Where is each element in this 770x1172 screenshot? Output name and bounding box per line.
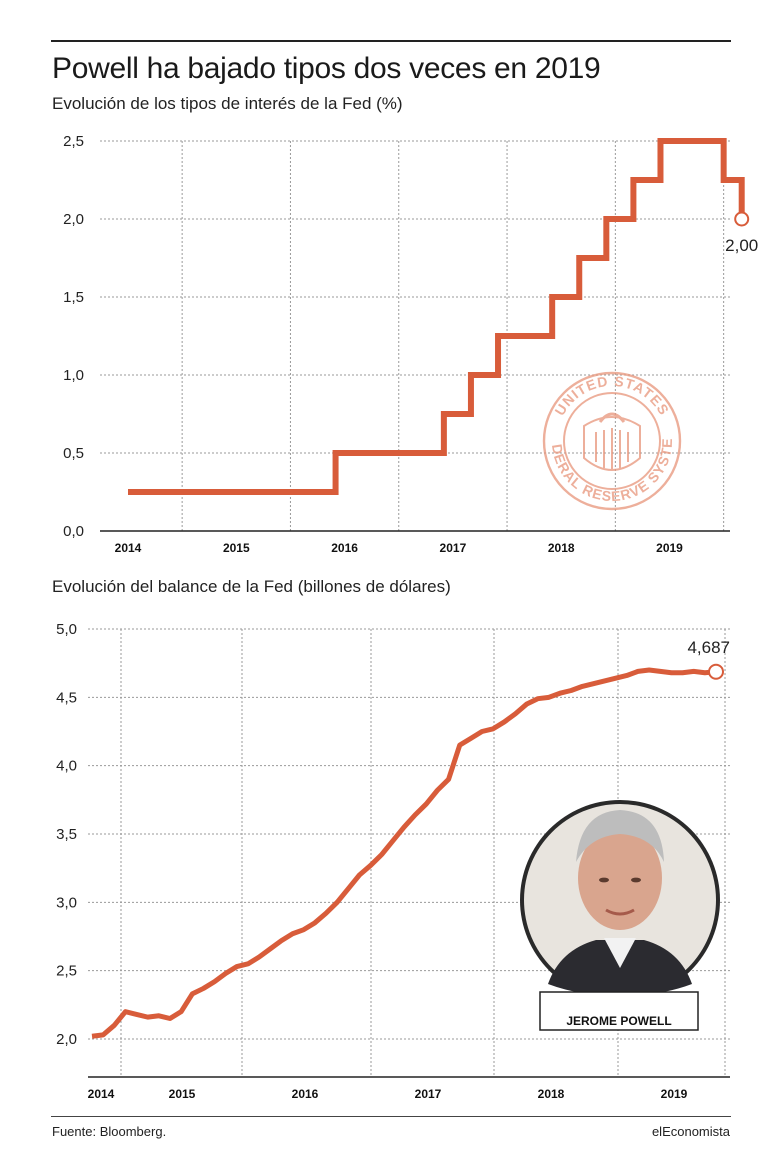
chart2-subtitle: Evolución del balance de la Fed (billone… — [52, 577, 451, 596]
chart2-x-tick-label: 2018 — [538, 1087, 565, 1101]
svg-text:FEDERAL RESERVE SYSTEM: FEDERAL RESERVE SYSTEM — [0, 107, 675, 504]
chart2-y-tick-label: 2,5 — [56, 963, 77, 980]
chart2-y-tick-label: 3,0 — [56, 894, 77, 911]
chart1-x-tick-label: 2017 — [440, 541, 467, 555]
chart1-x-tick-label: 2016 — [331, 541, 358, 555]
top-rule — [51, 40, 731, 42]
chart2-x-ticks: 2014 2015 2016 2017 2018 2019 — [88, 1087, 688, 1101]
chart1-y-tick-label: 1,0 — [63, 367, 84, 384]
chart2-x-tick-label: 2014 — [88, 1087, 115, 1101]
chart1-x-tick-label: 2019 — [656, 541, 683, 555]
bottom-rule — [51, 1116, 731, 1117]
federal-reserve-seal: UNITED STATES FEDERAL RESERVE SYSTEM — [0, 107, 682, 511]
powell-photo — [520, 800, 720, 1000]
chart1-rate-line — [128, 138, 745, 495]
chart2-y-tick-label: 5,0 — [56, 621, 77, 638]
chart1-x-tick-label: 2018 — [548, 541, 575, 555]
chart1-y-tick-label: 0,0 — [63, 523, 84, 540]
chart1-y-tick-label: 2,0 — [63, 211, 84, 228]
chart2-y-ticks: 2,0 2,5 3,0 3,5 4,0 4,5 5,0 — [56, 621, 77, 1048]
photo-caption-box — [539, 991, 699, 1031]
chart2-y-tick-label: 3,5 — [56, 826, 77, 843]
source-note: Fuente: Bloomberg. — [52, 1124, 167, 1139]
chart2-y-tick-label: 2,0 — [56, 1031, 77, 1048]
chart2-x-tick-label: 2015 — [169, 1087, 196, 1101]
brand-logo-text: elEconomista — [651, 1124, 730, 1139]
balance-sheet-chart: 2,02,53,03,54,04,55,0 2014 2015 2016 2017 20… — [56, 621, 730, 1101]
chart2-end-marker — [708, 663, 724, 680]
chart2-balance-line — [91, 667, 717, 1039]
svg-text:UNITED STATES: UNITED STATES — [551, 373, 672, 418]
chart2-y-tick-label: 4,0 — [56, 758, 77, 775]
chart1-end-marker — [734, 211, 750, 227]
chart1-x-tick-label: 2014 — [115, 541, 142, 555]
chart1-y-tick-label: 0,5 — [63, 445, 84, 462]
chart2-x-tick-label: 2016 — [292, 1087, 319, 1101]
photo-caption: JEROME POWELL — [566, 1014, 671, 1028]
interest-rate-chart: 0,00,51,01,52,02,5 2014 2015 2016 2017 2018 2… — [0, 107, 758, 555]
page-title: Powell ha bajado tipos dos veces en 2019 — [52, 52, 601, 85]
chart2-y-tick-label: 4,5 — [56, 689, 77, 706]
chart1-subtitle: Evolución de los tipos de interés de la … — [52, 94, 403, 113]
chart2-x-tick-label: 2019 — [661, 1087, 688, 1101]
chart1-end-label: 2,00 — [725, 236, 758, 255]
chart1-y-ticks: 0,0 0,5 1,0 1,5 2,0 2,5 — [63, 133, 84, 540]
chart1-y-tick-label: 1,5 — [63, 289, 84, 306]
chart1-y-tick-label: 2,5 — [63, 133, 84, 150]
chart1-x-tick-label: 2015 — [223, 541, 250, 555]
chart1-x-ticks: 2014 2015 2016 2017 2018 2019 — [115, 541, 684, 555]
chart2-x-tick-label: 2017 — [415, 1087, 442, 1101]
chart2-end-label: 4,687 — [687, 638, 730, 657]
